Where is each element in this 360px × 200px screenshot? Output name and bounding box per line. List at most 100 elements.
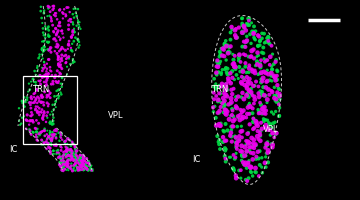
Point (258, 78, 264, 81)
Point (70, 21, 76, 24)
Point (77, 164, 82, 167)
Point (243, 71, 249, 74)
Point (244, 39, 249, 42)
Point (39, 139, 45, 142)
Point (222, 68, 228, 71)
Point (67, 154, 73, 157)
Point (240, 109, 246, 112)
Point (58, 161, 64, 164)
Point (50, 122, 56, 125)
Point (39, 48, 45, 51)
Point (55, 149, 61, 152)
Point (60, 163, 66, 166)
Point (41, 80, 47, 84)
Point (66, 148, 72, 152)
Point (58, 58, 64, 61)
Point (46, 58, 52, 61)
Point (63, 156, 69, 159)
Point (248, 55, 253, 58)
Point (78, 158, 84, 162)
Point (31, 80, 37, 84)
Point (26, 101, 32, 104)
Point (78, 156, 84, 159)
Point (59, 158, 64, 161)
Point (222, 149, 228, 152)
Point (263, 124, 269, 127)
Point (58, 134, 64, 137)
Point (272, 76, 278, 79)
Point (67, 149, 72, 153)
Point (229, 140, 235, 143)
Point (220, 96, 226, 100)
Point (74, 24, 80, 27)
Point (49, 19, 54, 23)
Point (44, 141, 50, 144)
Point (40, 57, 46, 60)
Point (40, 95, 46, 99)
Point (213, 94, 219, 98)
Point (257, 90, 263, 93)
Point (42, 36, 48, 39)
Point (247, 33, 253, 36)
Point (250, 145, 256, 148)
Point (61, 8, 67, 11)
Point (58, 131, 63, 134)
Point (235, 77, 241, 80)
Point (75, 156, 81, 160)
Point (73, 149, 78, 152)
Point (231, 169, 237, 172)
Point (71, 142, 76, 145)
Point (48, 152, 53, 155)
Point (46, 35, 52, 38)
Point (261, 57, 267, 60)
Point (43, 84, 49, 87)
Point (83, 162, 89, 165)
Point (44, 76, 50, 79)
Point (253, 144, 259, 147)
Point (257, 139, 263, 142)
Point (259, 107, 265, 111)
Point (36, 107, 42, 110)
Point (57, 160, 63, 163)
Point (68, 159, 73, 162)
Point (217, 52, 223, 55)
Point (224, 139, 229, 142)
Point (42, 128, 48, 132)
Point (33, 83, 39, 86)
Point (77, 165, 82, 168)
Point (238, 108, 243, 111)
Point (233, 36, 239, 39)
Point (77, 153, 83, 157)
Point (34, 130, 40, 134)
Point (28, 115, 34, 118)
Point (60, 155, 66, 158)
Point (260, 80, 265, 83)
Point (60, 155, 66, 158)
Point (223, 39, 229, 42)
Point (246, 71, 252, 74)
Point (242, 83, 247, 87)
Point (238, 81, 244, 84)
Point (66, 28, 72, 31)
Point (257, 150, 262, 153)
Point (245, 132, 251, 135)
Point (58, 165, 64, 168)
Point (44, 48, 50, 51)
Point (45, 41, 51, 44)
Point (77, 162, 83, 165)
Point (77, 168, 83, 172)
Point (76, 159, 82, 162)
Point (268, 74, 274, 77)
Point (51, 149, 57, 153)
Point (33, 135, 39, 139)
Point (53, 133, 59, 136)
Point (72, 162, 78, 165)
Point (246, 67, 252, 70)
Text: VPL: VPL (263, 126, 278, 134)
Point (81, 157, 87, 160)
Point (44, 27, 50, 30)
Point (40, 143, 46, 146)
Point (82, 167, 87, 170)
Point (24, 119, 30, 122)
Point (260, 171, 265, 174)
